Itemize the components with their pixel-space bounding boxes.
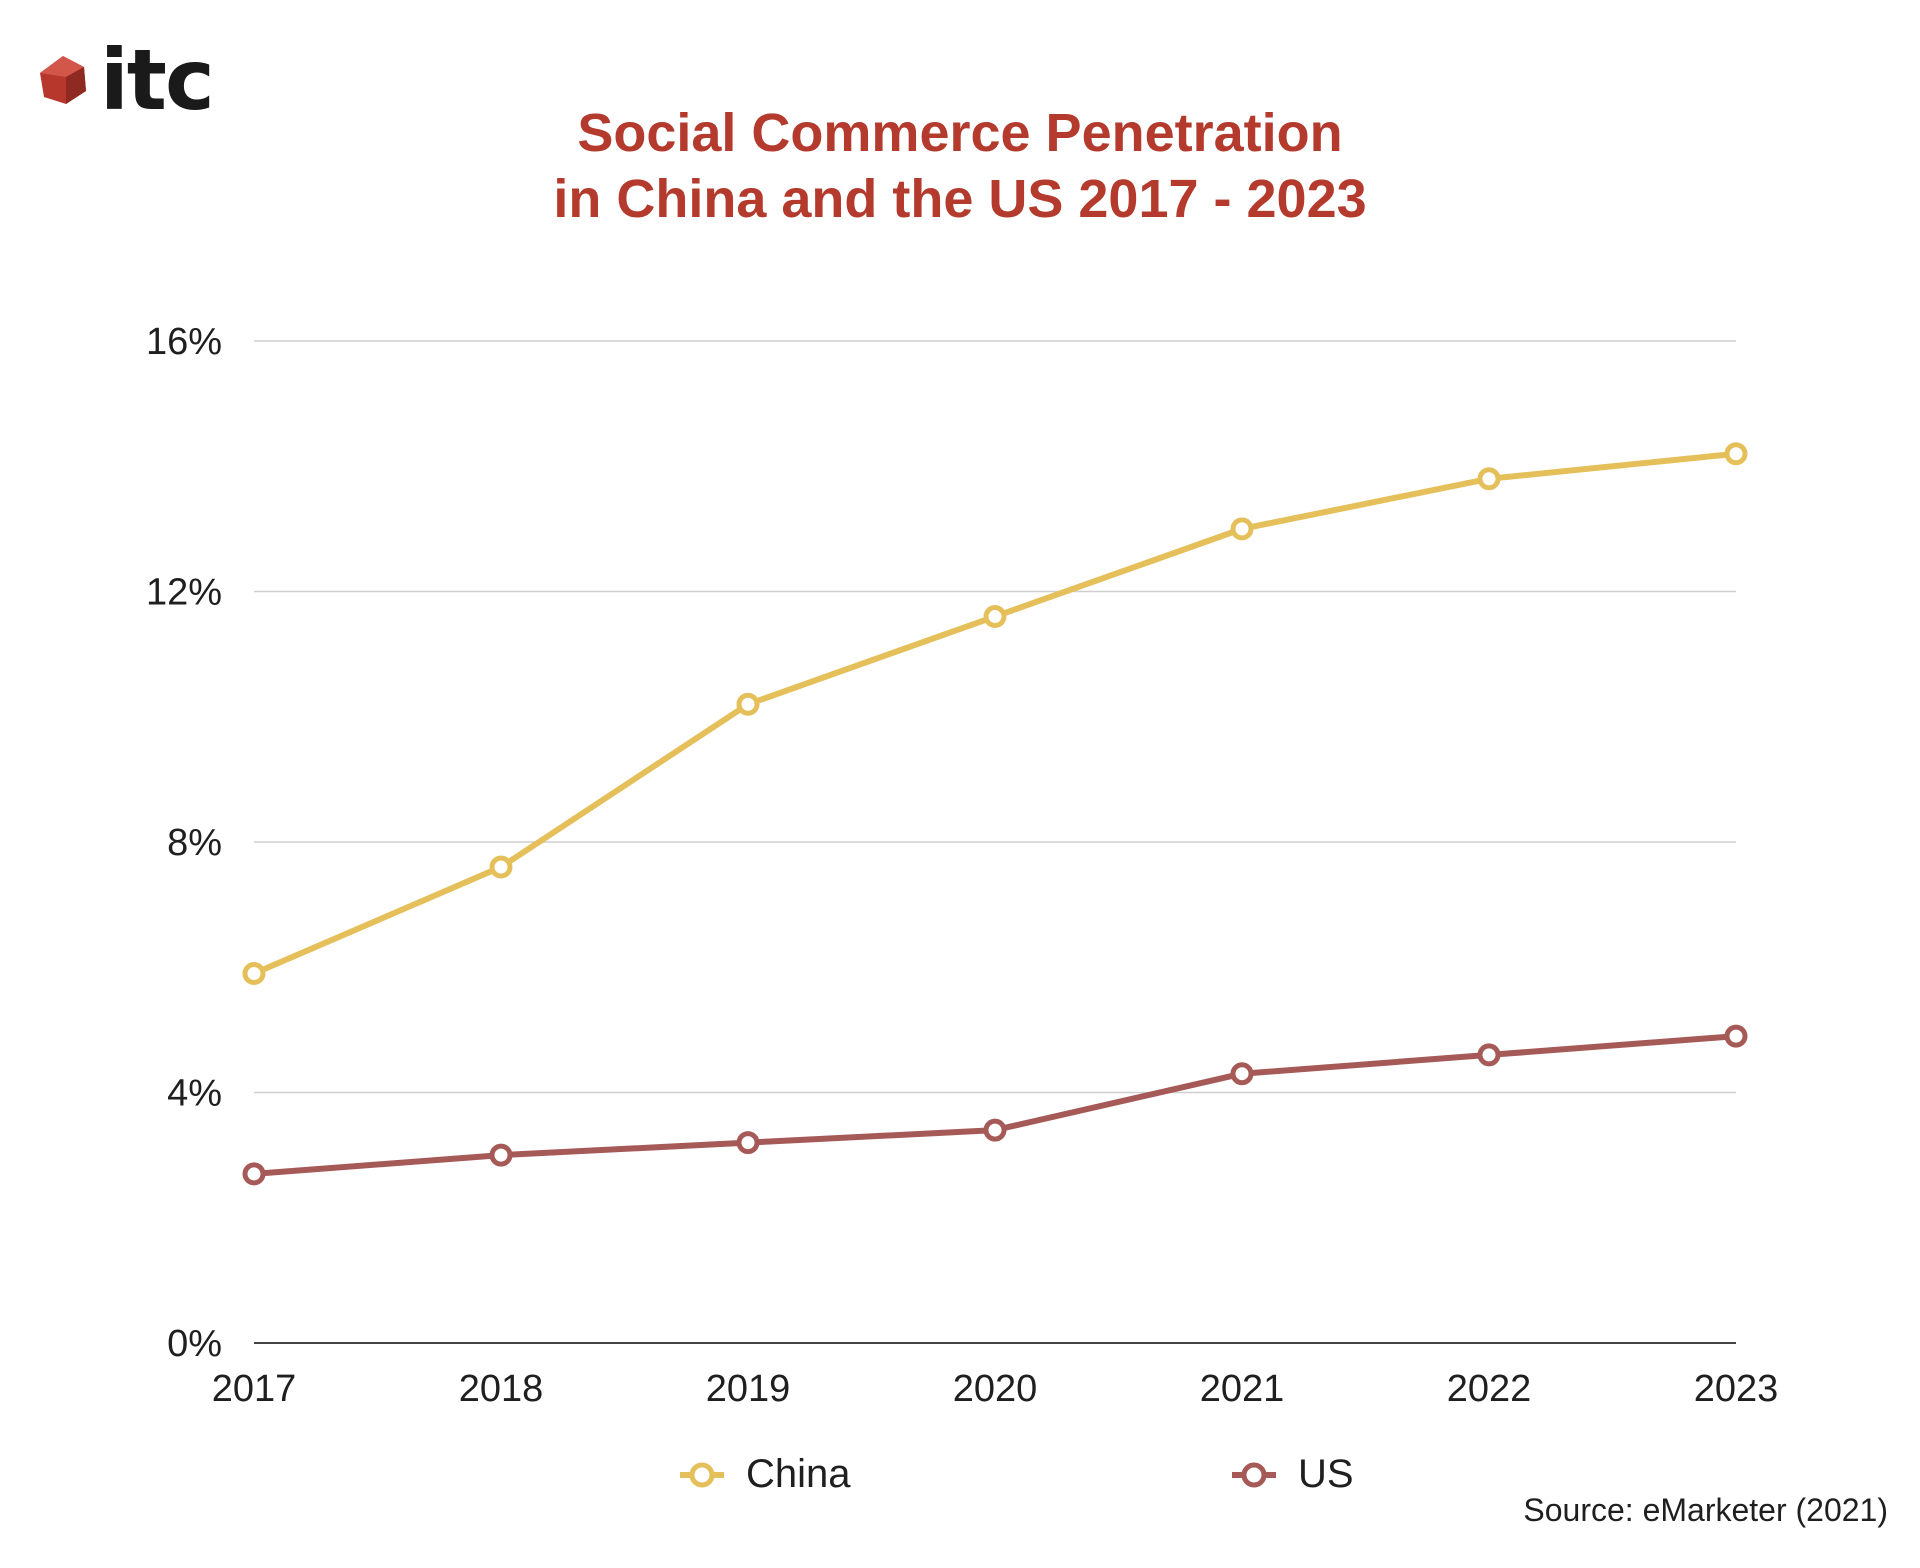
- legend-item-us: US: [1232, 1452, 1354, 1497]
- chart-title: Social Commerce Penetration in China and…: [0, 100, 1920, 232]
- data-point-china: [1724, 442, 1748, 466]
- x-axis-tick-labels: 2017 2018 2019 2020 2021 2022 2023: [212, 1368, 1779, 1410]
- logo: itc: [36, 31, 215, 129]
- y-tick-label: 0%: [167, 1323, 222, 1365]
- chart-title-line-2: in China and the US 2017 - 2023: [553, 169, 1367, 229]
- legend-label-china: China: [746, 1452, 851, 1496]
- series-line-china: [251, 450, 1739, 977]
- data-point-us: [489, 1143, 513, 1167]
- legend-marker-china-icon: [680, 1462, 724, 1487]
- logo-text: itc: [100, 31, 215, 129]
- source-note: Source: eMarketer (2021): [1523, 1492, 1888, 1528]
- series-group: [242, 442, 1748, 1186]
- data-point-us: [1230, 1062, 1254, 1086]
- x-tick-label: 2023: [1694, 1368, 1779, 1410]
- chart-title-line-1: Social Commerce Penetration: [577, 103, 1343, 163]
- y-tick-label: 4%: [167, 1073, 222, 1115]
- x-tick-label: 2019: [706, 1368, 791, 1410]
- x-tick-label: 2021: [1200, 1368, 1285, 1410]
- y-tick-label: 16%: [146, 321, 222, 363]
- data-point-china: [489, 855, 513, 879]
- x-tick-label: 2018: [459, 1368, 544, 1410]
- data-point-china: [736, 692, 760, 716]
- data-point-china: [1477, 467, 1501, 491]
- legend-label-us: US: [1298, 1452, 1354, 1496]
- y-axis-tick-labels: 0% 4% 8% 12% 16%: [146, 321, 222, 1365]
- y-tick-label: 8%: [167, 822, 222, 864]
- legend-marker-us-icon: [1232, 1462, 1276, 1487]
- data-point-us: [242, 1162, 266, 1186]
- x-tick-label: 2017: [212, 1368, 297, 1410]
- y-tick-label: 12%: [146, 572, 222, 614]
- x-tick-label: 2020: [953, 1368, 1038, 1410]
- legend: China US: [0, 1452, 1920, 1512]
- data-point-us: [1477, 1043, 1501, 1067]
- data-point-china: [242, 962, 266, 986]
- legend-item-china: China: [680, 1452, 851, 1497]
- series-line-us: [251, 1033, 1739, 1177]
- data-point-us: [1724, 1024, 1748, 1048]
- gridlines: [254, 340, 1736, 1344]
- data-point-china: [1230, 517, 1254, 541]
- data-point-china: [983, 605, 1007, 629]
- logo-gem-icon: [40, 56, 86, 104]
- x-tick-label: 2022: [1447, 1368, 1532, 1410]
- data-point-us: [983, 1118, 1007, 1142]
- data-point-us: [736, 1131, 760, 1155]
